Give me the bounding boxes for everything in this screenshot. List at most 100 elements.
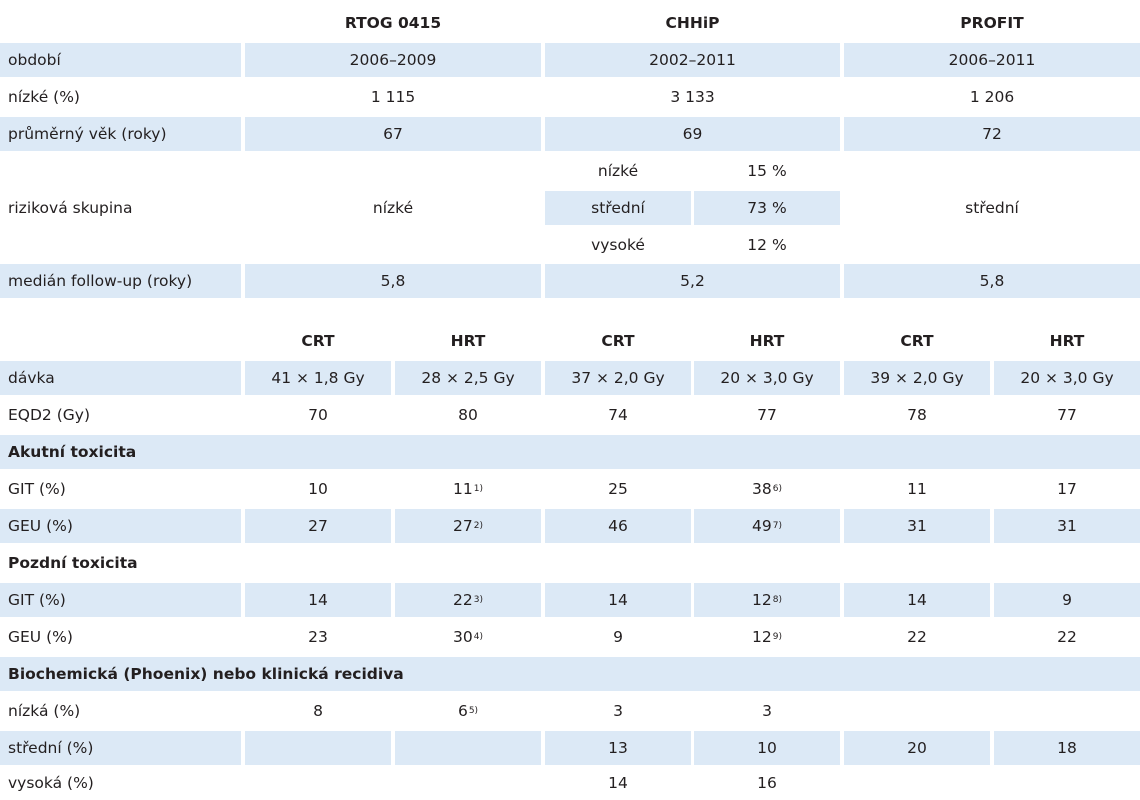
cell: 22 3) bbox=[395, 583, 541, 617]
cell: 1 206 bbox=[969, 88, 1015, 106]
cell-value: 30 bbox=[453, 628, 473, 646]
cell: 3 bbox=[613, 702, 623, 720]
cell: 22 bbox=[907, 628, 927, 646]
table-row: medián follow-up (roky) 5,8 5,2 5,8 bbox=[0, 264, 1140, 298]
risk-subrow: střední 73 % bbox=[0, 191, 1140, 225]
table-row: vysoká (%) 14 16 bbox=[0, 766, 1140, 800]
cell: 70 bbox=[308, 406, 328, 424]
cell-value: 49 bbox=[752, 517, 772, 535]
cell-value: 38 bbox=[752, 480, 772, 498]
cell: 41 × 1,8 Gy bbox=[245, 361, 391, 395]
section-row: Pozdní toxicita bbox=[0, 546, 1140, 580]
risk-value: 15 % bbox=[747, 162, 787, 180]
cell: 10 bbox=[694, 731, 840, 765]
cell: 74 bbox=[608, 406, 628, 424]
risk-value: 73 % bbox=[694, 191, 840, 225]
study-chhip: CHHiP bbox=[665, 14, 720, 32]
table-row: GEU (%) 23 30 4) 9 12 9) 22 22 bbox=[0, 620, 1140, 654]
risk-name: vysoké bbox=[591, 236, 645, 254]
row-label: průměrný věk (roky) bbox=[0, 117, 241, 151]
cell: 67 bbox=[245, 117, 541, 151]
cell: 18 bbox=[994, 731, 1140, 765]
cell bbox=[395, 731, 541, 765]
section-row: Akutní toxicita bbox=[0, 435, 1140, 469]
study-rtog: RTOG 0415 bbox=[344, 14, 442, 32]
cell-value: 12 bbox=[752, 628, 772, 646]
arm-header: HRT bbox=[1049, 332, 1085, 350]
study-profit: PROFIT bbox=[960, 14, 1024, 32]
row-label: GEU (%) bbox=[8, 628, 73, 646]
cell: 13 bbox=[545, 731, 691, 765]
cell-value: 11 bbox=[453, 480, 473, 498]
cell: 2006–2009 bbox=[245, 43, 541, 77]
arm-header-row: CRT HRT CRT HRT CRT HRT bbox=[0, 324, 1140, 358]
cell: 69 bbox=[545, 117, 840, 151]
cell: 20 × 3,0 Gy bbox=[694, 361, 840, 395]
row-label: vysoká (%) bbox=[8, 774, 94, 792]
cell: střední bbox=[965, 199, 1019, 217]
study-header-row: RTOG 0415 CHHiP PROFIT bbox=[0, 6, 1140, 40]
row-label: nízká (%) bbox=[8, 702, 81, 720]
risk-subrow: vysoké 12 % bbox=[0, 228, 1140, 262]
cell: 77 bbox=[1057, 406, 1077, 424]
cell: 39 × 2,0 Gy bbox=[844, 361, 990, 395]
cell: 1 115 bbox=[370, 88, 416, 106]
cell: 14 bbox=[545, 583, 691, 617]
cell: 38 6) bbox=[752, 480, 782, 498]
row-label: medián follow-up (roky) bbox=[0, 264, 241, 298]
cell: 5,8 bbox=[844, 264, 1140, 298]
cell: 11 bbox=[907, 480, 927, 498]
cell: 12 8) bbox=[694, 583, 840, 617]
table-row: nízká (%) 8 6 5) 3 3 bbox=[0, 694, 1140, 728]
cell bbox=[395, 766, 541, 800]
cell: 28 × 2,5 Gy bbox=[395, 361, 541, 395]
cell: 49 7) bbox=[694, 509, 840, 543]
cell: 20 × 3,0 Gy bbox=[994, 361, 1140, 395]
cell: 8 bbox=[313, 702, 323, 720]
cell: 22 bbox=[1057, 628, 1077, 646]
row-label: období bbox=[0, 43, 241, 77]
arm-header: CRT bbox=[301, 332, 335, 350]
cell-value: 27 bbox=[453, 517, 473, 535]
row-label: EQD2 (Gy) bbox=[8, 406, 90, 424]
cell: 17 bbox=[1057, 480, 1077, 498]
cell: 77 bbox=[757, 406, 777, 424]
table-row: průměrný věk (roky) 67 69 72 bbox=[0, 117, 1140, 151]
cell: 9 bbox=[994, 583, 1140, 617]
cell: 16 bbox=[757, 774, 777, 792]
cell: 27 2) bbox=[395, 509, 541, 543]
cell: 14 bbox=[245, 583, 391, 617]
cell: 20 bbox=[844, 731, 990, 765]
section-title: Biochemická (Phoenix) nebo klinická reci… bbox=[0, 657, 1140, 691]
cell: 25 bbox=[608, 480, 628, 498]
cell: 3 bbox=[762, 702, 772, 720]
cell: 3 133 bbox=[670, 88, 715, 106]
cell: 46 bbox=[545, 509, 691, 543]
cell bbox=[994, 766, 1140, 800]
cell: 14 bbox=[608, 774, 628, 792]
cell: 30 4) bbox=[453, 628, 483, 646]
cell: 12 9) bbox=[752, 628, 782, 646]
arm-header: CRT bbox=[900, 332, 934, 350]
row-label: nízké (%) bbox=[8, 88, 80, 106]
cell: 10 bbox=[308, 480, 328, 498]
cell: 31 bbox=[844, 509, 990, 543]
table-row: GEU (%) 27 27 2) 46 49 7) 31 31 bbox=[0, 509, 1140, 543]
cell: 5,8 bbox=[245, 264, 541, 298]
table-row: GIT (%) 14 22 3) 14 12 8) 14 9 bbox=[0, 583, 1140, 617]
cell: 2006–2011 bbox=[844, 43, 1140, 77]
risk-subrow: nízké 15 % bbox=[0, 154, 1140, 188]
arm-header: HRT bbox=[450, 332, 486, 350]
cell: 37 × 2,0 Gy bbox=[545, 361, 691, 395]
cell: nízké bbox=[372, 199, 414, 217]
row-label: střední (%) bbox=[0, 731, 241, 765]
row-label: GEU (%) bbox=[0, 509, 241, 543]
cell: 78 bbox=[907, 406, 927, 424]
cell-value: 12 bbox=[752, 591, 772, 609]
section-title: Akutní toxicita bbox=[0, 435, 1140, 469]
cell: 14 bbox=[844, 583, 990, 617]
risk-value: 12 % bbox=[747, 236, 787, 254]
cell bbox=[245, 731, 391, 765]
cell: 5,2 bbox=[545, 264, 840, 298]
